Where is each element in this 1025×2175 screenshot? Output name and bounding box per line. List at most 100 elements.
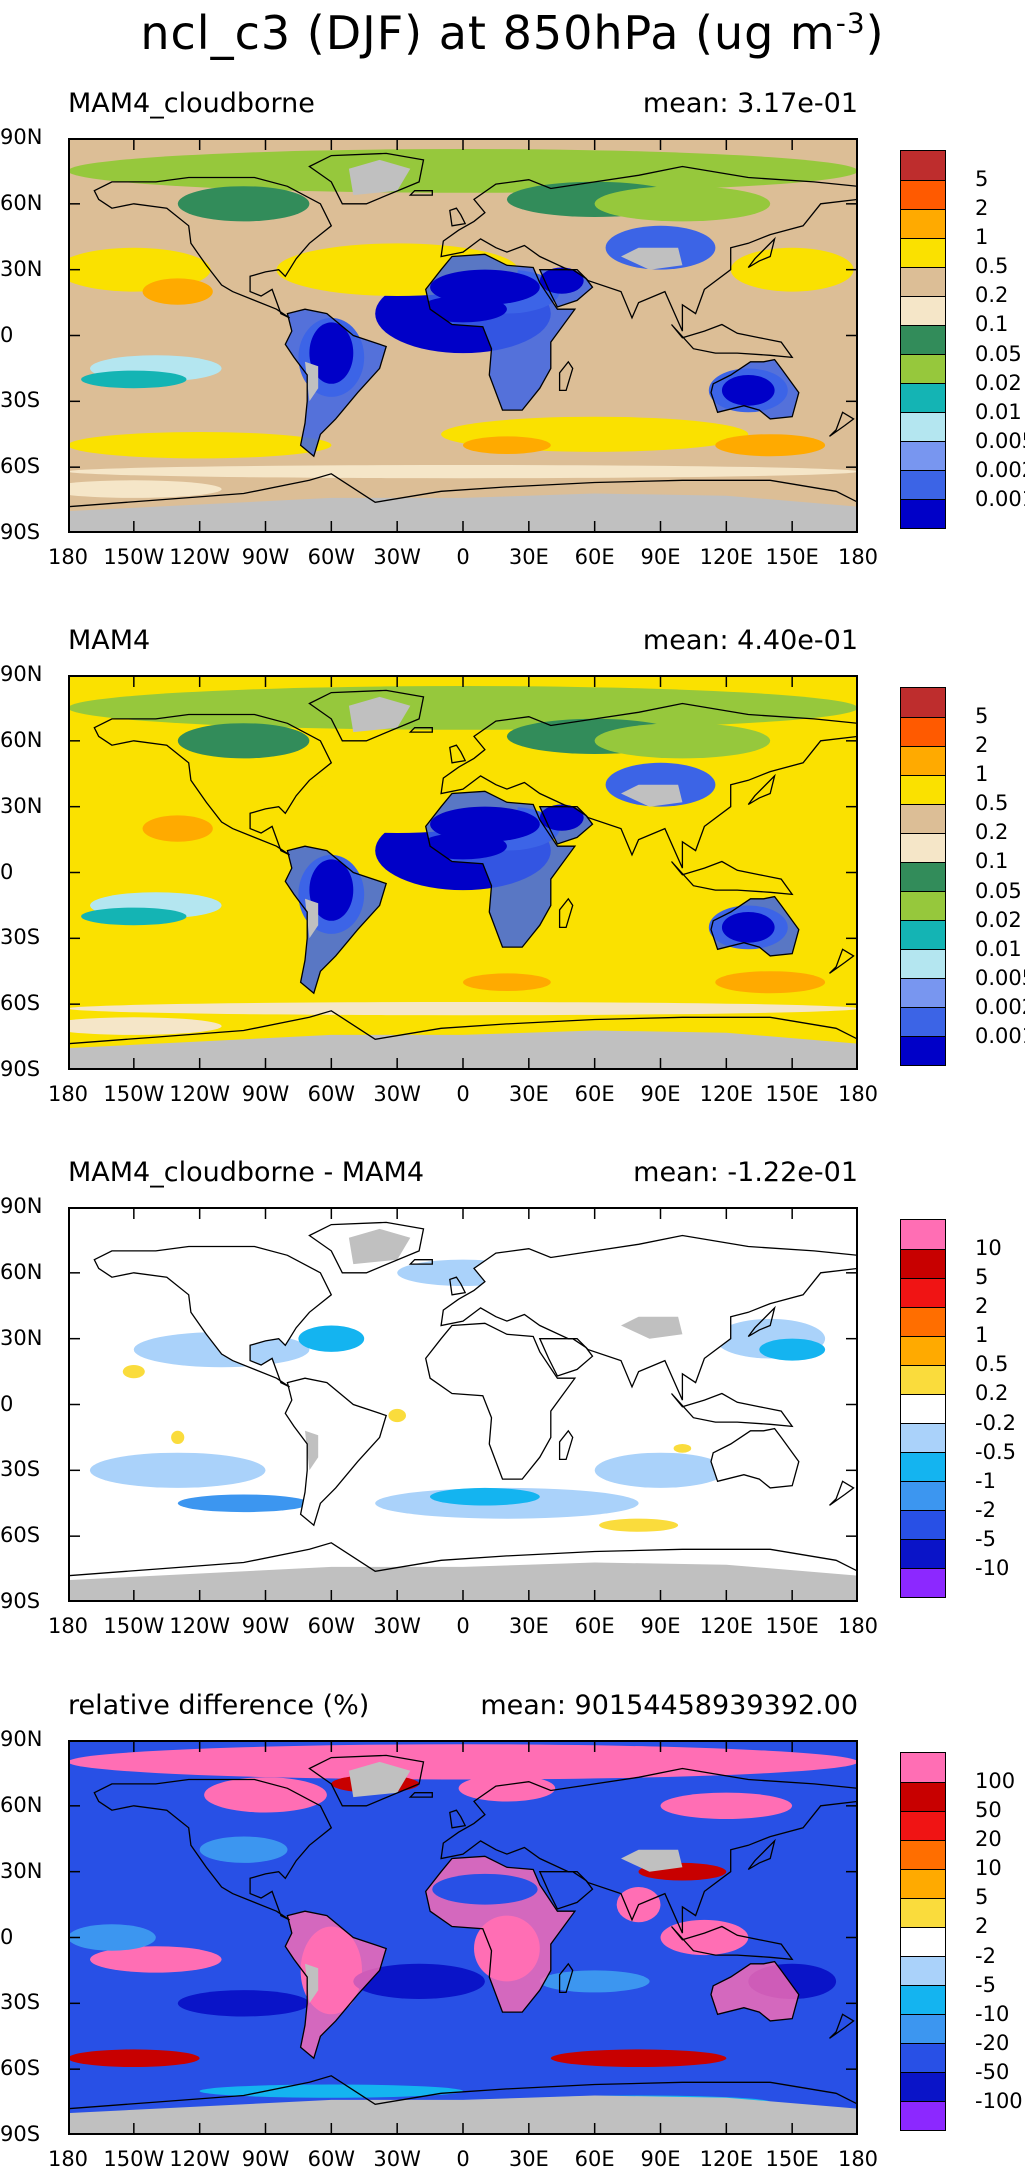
colorbar-swatch — [900, 745, 946, 776]
coastline-north-america — [93, 1245, 333, 1388]
lat-label: 0 — [0, 859, 14, 884]
field-contour-14 — [673, 1444, 692, 1453]
lon-label: 60W — [307, 1082, 356, 1106]
colorbar-label: -0.2 — [975, 1410, 1016, 1435]
figure-title-exponent: -3 — [835, 6, 866, 40]
map-svg — [70, 1209, 856, 1600]
colorbar-label: -10 — [975, 1555, 1010, 1580]
colorbar-label: 0.02 — [975, 370, 1022, 395]
colorbar-swatch — [900, 1248, 946, 1279]
colorbar-swatch — [900, 266, 946, 297]
field-contour-11 — [599, 1518, 679, 1532]
colorbar-swatch — [900, 1509, 946, 1541]
lat-label: 60S — [0, 991, 41, 1016]
land-core-0 — [432, 1873, 538, 1905]
coastline-eurasia — [440, 165, 856, 332]
field-contour-3 — [660, 1792, 793, 1819]
field-contour-14 — [463, 973, 551, 991]
coastline-eurasia — [440, 1234, 856, 1401]
antarctica-mask — [70, 2095, 856, 2133]
field-contour-15 — [70, 686, 856, 730]
colorbar-label: 2 — [975, 196, 989, 221]
coastline-australia — [710, 1427, 800, 1489]
field-contour-3 — [89, 1452, 266, 1488]
coastline-new-zealand — [829, 1480, 855, 1506]
colorbar-label: 50 — [975, 1798, 1002, 1823]
coastline-eurasia — [440, 702, 856, 869]
colorbar-swatch — [900, 237, 946, 268]
field-contour-17 — [177, 186, 310, 222]
colorbar-swatch — [900, 1277, 946, 1308]
colorbar-swatch — [900, 919, 946, 951]
colorbar-label: 0.1 — [975, 312, 1009, 337]
field-contour-18 — [594, 723, 771, 759]
lon-label: 60W — [307, 1614, 356, 1638]
colorbar-swatch — [900, 1781, 946, 1812]
lat-label: 60N — [0, 1792, 43, 1817]
coastline-eurasia — [440, 1767, 856, 1934]
map-plot-area — [68, 675, 858, 1070]
colorbar-swatch — [900, 2100, 946, 2132]
tibet-mask — [621, 1849, 683, 1872]
field-contour-13 — [353, 1963, 485, 1999]
colorbar-swatch — [900, 1567, 946, 1599]
tibet-mask — [621, 247, 683, 270]
lat-label: 0 — [0, 1924, 14, 1949]
panel-title: relative difference (%) — [68, 1690, 370, 1721]
lon-label: 180 — [837, 1614, 879, 1638]
lon-label: 90E — [640, 2147, 681, 2171]
field-contour-18 — [199, 1836, 288, 1863]
lon-label: 150E — [765, 1082, 819, 1106]
land-field-south-america — [285, 1911, 387, 2059]
coastline-greenland — [308, 1221, 425, 1274]
coastline-japan — [747, 1305, 776, 1338]
colorbar-label: -50 — [975, 2059, 1010, 2084]
colorbar-swatch — [900, 687, 946, 718]
field-contour-14 — [463, 436, 551, 455]
colorbar-swatch — [900, 1422, 946, 1454]
colorbar-swatch — [900, 1955, 946, 1987]
lon-label: 60E — [574, 2147, 615, 2171]
lon-label: 120W — [169, 1614, 231, 1638]
lat-label: 30S — [0, 925, 41, 950]
greenland-mask — [348, 1228, 411, 1265]
colorbar-swatch — [900, 1810, 946, 1841]
lon-label: 30W — [373, 545, 421, 569]
colorbar-label: 100 — [975, 1769, 1016, 1794]
colorbar-swatch — [900, 1451, 946, 1483]
colorbar-swatch — [900, 1538, 946, 1570]
field-contour-15 — [70, 149, 856, 193]
panel-title: MAM4_cloudborne — [68, 88, 315, 119]
lon-label: 30W — [373, 1614, 421, 1638]
coastline-indonesia — [670, 323, 794, 359]
tibet-mask — [621, 1316, 683, 1339]
colorbar-swatch — [900, 948, 946, 980]
field-contour-1 — [204, 1777, 327, 1813]
colorbar-swatch — [900, 977, 946, 1009]
colorbar-swatch — [900, 179, 946, 210]
field-contour-6 — [81, 370, 187, 389]
coastline-indonesia — [670, 860, 794, 896]
colorbar-label: 0.5 — [975, 791, 1009, 816]
panel-mean: mean: 3.17e-01 — [642, 88, 858, 119]
colorbar-label: 0.001 — [975, 1023, 1025, 1048]
colorbar-swatch — [900, 150, 946, 181]
panel-mean: mean: 90154458939392.00 — [480, 1690, 858, 1721]
coastline-japan — [747, 236, 776, 269]
colorbar-label: 2 — [975, 733, 989, 758]
field-contour-6 — [660, 1919, 749, 1956]
lat-label: 30S — [0, 1457, 41, 1482]
colorbar — [900, 1752, 946, 2132]
colorbar-swatch — [900, 832, 946, 863]
lat-label: 90S — [0, 520, 41, 544]
colorbar-swatch — [900, 1984, 946, 2016]
figure-title: ncl_c3 (DJF) at 850hPa (ug m-3) — [0, 6, 1025, 60]
field-contour-10 — [550, 2049, 727, 2067]
panel-mean: mean: -1.22e-01 — [633, 1157, 858, 1188]
coastline-madagascar — [558, 897, 574, 929]
coastline-north-america — [93, 176, 333, 319]
coastline-north-america — [93, 713, 333, 856]
coastline-greenland — [308, 689, 425, 742]
panel-title: MAM4_cloudborne - MAM4 — [68, 1157, 425, 1188]
coastline-arabia — [538, 806, 594, 845]
